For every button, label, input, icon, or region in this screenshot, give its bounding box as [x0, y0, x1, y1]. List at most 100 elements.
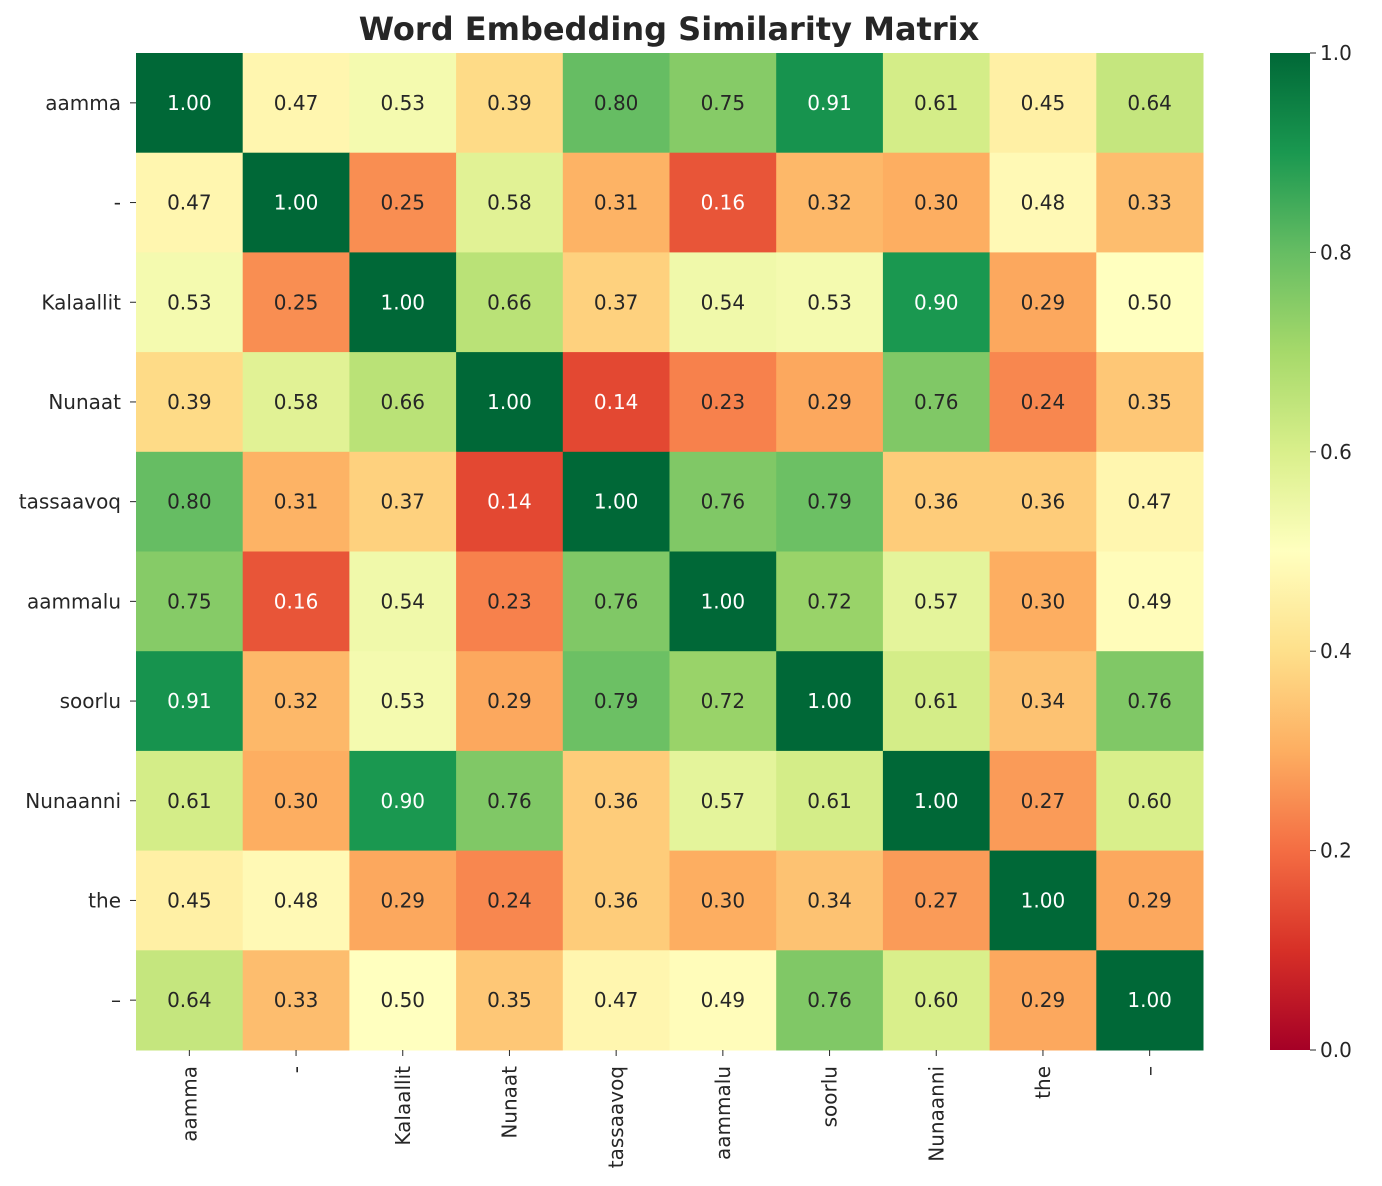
- heatmap-cell: [562, 53, 670, 154]
- y-tick-label: soorlu: [60, 689, 121, 713]
- cell-value-label: 0.61: [167, 789, 212, 813]
- heatmap-cell: [136, 850, 244, 951]
- cell-value-label: 0.25: [380, 191, 425, 215]
- y-tick-label: tassaavoq: [19, 490, 121, 514]
- cell-value-label: 0.29: [1021, 988, 1066, 1012]
- colorbar-tick-label: 0.2: [1320, 839, 1352, 863]
- heatmap-cell: [669, 252, 777, 353]
- heatmap-cell: [136, 53, 244, 154]
- y-tick-label: Nunaat: [48, 390, 121, 414]
- cell-value-label: 1.00: [1127, 988, 1172, 1012]
- x-tick-label: soorlu: [818, 1066, 842, 1127]
- cell-value-label: 0.14: [487, 490, 532, 514]
- cell-value-label: 0.61: [914, 91, 959, 115]
- heatmap-cell: [1096, 950, 1204, 1051]
- x-tick-label: aammalu: [711, 1066, 735, 1160]
- x-tick-label: tassaavoq: [604, 1066, 628, 1168]
- heatmap-cell: [989, 551, 1097, 652]
- heatmap-cell: [562, 451, 670, 552]
- heatmap-cell: [989, 950, 1097, 1051]
- cell-value-label: 0.60: [1127, 789, 1172, 813]
- cell-value-label: 0.29: [487, 689, 532, 713]
- heatmap-cell: [349, 651, 457, 752]
- heatmap-cell: [136, 750, 244, 852]
- cell-value-label: 0.76: [487, 789, 532, 813]
- x-tick-label: Kalaallit: [391, 1066, 415, 1146]
- heatmap-cell: [882, 152, 991, 253]
- colorbar-ticks: 0.0 0.2 0.4 0.6 0.8 1.0: [1310, 41, 1352, 1062]
- heatmap-cell: [1096, 352, 1204, 453]
- cell-value-label: 0.47: [594, 988, 639, 1012]
- y-tick-label: aamma: [45, 91, 121, 115]
- y-tick-label: –: [111, 988, 121, 1012]
- heatmap-cell: [669, 950, 777, 1051]
- heatmap-cell: [242, 651, 350, 752]
- heatmap-cell: [456, 651, 564, 752]
- heatmap-cell: [1096, 53, 1204, 154]
- cell-value-label: 0.35: [1127, 390, 1172, 414]
- heatmap-cell: [882, 252, 991, 353]
- cell-value-label: 0.36: [594, 888, 639, 912]
- heatmap-cell: [776, 451, 884, 552]
- cell-value-label: 0.66: [487, 290, 532, 314]
- heatmap-cell: [1096, 252, 1204, 353]
- cell-value-label: 0.34: [1021, 689, 1066, 713]
- heatmap-cell: [242, 850, 350, 951]
- heatmap-cell: [1096, 651, 1204, 752]
- heatmap-cell: [242, 152, 350, 253]
- chart-title: Word Embedding Similarity Matrix: [359, 10, 980, 48]
- cell-value-label: 0.53: [380, 91, 425, 115]
- cell-value-label: 0.33: [274, 988, 319, 1012]
- heatmap-cell: [242, 551, 350, 652]
- cell-value-label: 0.47: [1127, 490, 1172, 514]
- heatmap-cell: [882, 651, 991, 752]
- cell-value-label: 0.29: [807, 390, 852, 414]
- heatmap-cell: [776, 850, 884, 951]
- heatmap-cell: [349, 551, 457, 652]
- cell-value-label: 0.58: [487, 191, 532, 215]
- y-tick-label: aammalu: [27, 589, 121, 613]
- cell-value-label: 0.50: [380, 988, 425, 1012]
- cell-value-label: 0.39: [167, 390, 212, 414]
- heatmap-cell: [989, 850, 1097, 951]
- heatmap-cell: [136, 352, 244, 453]
- y-tick-labels: aamma - Kalaallit Nunaat tassaavoq aammalu soo…: [19, 91, 136, 1012]
- cell-value-label: 0.37: [380, 490, 425, 514]
- heatmap-cell: [349, 850, 457, 951]
- cell-value-label: 0.47: [274, 91, 319, 115]
- heatmap-cell: [242, 252, 350, 353]
- cell-value-label: 0.79: [807, 490, 852, 514]
- cell-value-label: 0.75: [167, 589, 212, 613]
- cell-value-label: 0.90: [380, 789, 425, 813]
- x-tick-label: –: [1138, 1066, 1162, 1076]
- heatmap-cell: [989, 252, 1097, 353]
- heatmap-cell: [776, 53, 884, 154]
- heatmap-cell: [136, 252, 244, 353]
- x-tick-label: aamma: [177, 1066, 201, 1142]
- cell-value-label: 0.91: [167, 689, 212, 713]
- heatmap-cell: [1096, 451, 1204, 552]
- cell-value-label: 0.31: [274, 490, 319, 514]
- cell-value-label: 0.91: [807, 91, 852, 115]
- cell-value-label: 0.80: [167, 490, 212, 514]
- cell-value-label: 0.24: [1021, 390, 1066, 414]
- heatmap-cell: [669, 53, 777, 154]
- heatmap-cell: [456, 850, 564, 951]
- cell-value-label: 1.00: [1021, 888, 1066, 912]
- cell-value-label: 0.54: [701, 290, 746, 314]
- cell-value-label: 0.30: [914, 191, 959, 215]
- cell-value-label: 0.54: [380, 589, 425, 613]
- heatmap-cell: [669, 850, 777, 951]
- y-tick-label: Nunaanni: [25, 789, 121, 813]
- cell-value-label: 0.60: [914, 988, 959, 1012]
- heatmap-cell: [562, 252, 670, 353]
- cell-value-label: 0.23: [487, 589, 532, 613]
- y-tick-label: -: [114, 191, 121, 215]
- cell-value-label: 0.53: [807, 290, 852, 314]
- heatmap-cell: [989, 352, 1097, 453]
- heatmap-cell: [242, 451, 350, 552]
- heatmap-cell: [882, 950, 991, 1051]
- heatmap-cell: [349, 53, 457, 154]
- cell-value-label: 0.79: [594, 689, 639, 713]
- cell-value-label: 0.23: [701, 390, 746, 414]
